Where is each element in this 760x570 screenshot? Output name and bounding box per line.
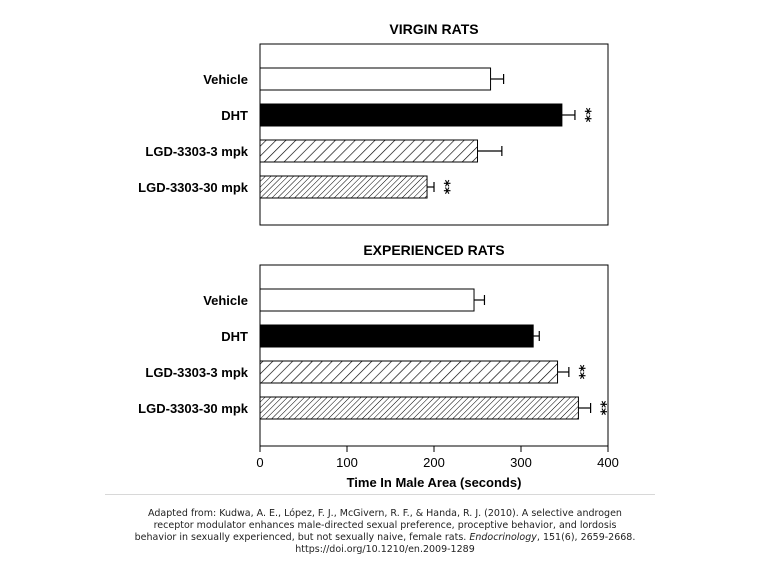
significance-marker: ** — [593, 401, 609, 416]
bar — [259, 360, 559, 384]
panel-experienced: EXPERIENCED RATS Vehicle DHT LGD-3303-3 mp… — [138, 242, 619, 490]
bar — [259, 288, 475, 312]
panel-title: EXPERIENCED RATS — [363, 242, 504, 258]
x-axis-label: Time In Male Area (seconds) — [347, 475, 522, 490]
citation-text: behavior in sexually experienced, but no… — [134, 532, 470, 543]
category-label: LGD-3303-30 mpk — [138, 180, 249, 195]
significance-marker: ** — [436, 180, 452, 195]
significance-marker: ** — [577, 108, 593, 123]
panel-virgin: VIRGIN RATS Vehicle DHT ** LGD-3303-3 mpk LG… — [138, 21, 609, 226]
category-label: DHT — [221, 108, 248, 123]
bar — [259, 67, 492, 91]
citation-line: receptor modulator enhances male-directe… — [153, 520, 617, 531]
significance-marker: ** — [571, 365, 587, 380]
x-tick-label: 200 — [423, 455, 445, 470]
bar — [259, 175, 428, 199]
x-tick-label: 300 — [510, 455, 532, 470]
x-tick-label: 400 — [597, 455, 619, 470]
plot-frame — [259, 43, 609, 226]
category-label: Vehicle — [203, 72, 248, 87]
x-tick-label: 0 — [256, 455, 263, 470]
category-label: LGD-3303-30 mpk — [138, 401, 249, 416]
doi-link[interactable]: https://doi.org/10.1210/en.2009-1289 — [295, 544, 475, 555]
category-label: LGD-3303-3 mpk — [145, 144, 248, 159]
citation-caption: Adapted from: Kudwa, A. E., López, F. J.… — [100, 508, 670, 556]
bar — [259, 103, 563, 127]
x-tick-label: 100 — [336, 455, 358, 470]
bar — [259, 324, 534, 348]
citation-line: behavior in sexually experienced, but no… — [100, 532, 670, 544]
bar — [259, 396, 579, 420]
category-label: Vehicle — [203, 293, 248, 308]
bar — [259, 139, 478, 163]
citation-text: , 151(6), 2659-2668. — [536, 532, 636, 543]
category-label: DHT — [221, 329, 248, 344]
caption-divider — [105, 494, 655, 495]
citation-line: Adapted from: Kudwa, A. E., López, F. J.… — [148, 508, 622, 519]
journal-name: Endocrinology — [469, 532, 537, 543]
panel-title: VIRGIN RATS — [389, 21, 478, 37]
category-label: LGD-3303-3 mpk — [145, 365, 248, 380]
